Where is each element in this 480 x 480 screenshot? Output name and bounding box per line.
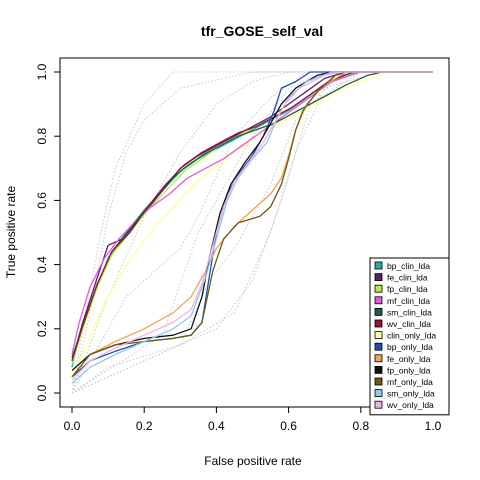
legend-label: bp_clin_lda: [387, 261, 430, 271]
x-tick-label: 0.0: [64, 419, 81, 433]
legend-label: sm_clin_lda: [387, 307, 432, 317]
y-axis-ticks: 0.0 0.2 0.4 0.6 0.8 1.0: [35, 63, 60, 401]
x-tick-label: 1.0: [425, 419, 442, 433]
series-line-wv-clin-lda: [71, 71, 433, 362]
x-tick-label: 0.6: [280, 419, 297, 433]
legend-label: mf_only_lda: [387, 377, 433, 387]
x-axis-label: False positive rate: [204, 454, 302, 468]
legend-label: fp_clin_lda: [387, 284, 428, 294]
legend-swatch: [374, 307, 383, 316]
legend-swatch: [374, 354, 383, 363]
legend-swatch: [374, 319, 383, 328]
y-axis-label: True positive rate: [4, 186, 18, 279]
series-line-fp-only-lda: [71, 71, 433, 371]
legend-swatch: [374, 273, 383, 282]
legend-swatch: [374, 377, 383, 386]
series-line-clin-only-lda: [71, 71, 433, 378]
background-curve: [71, 71, 433, 394]
legend-swatch: [374, 331, 383, 340]
legend-label: bp_only_lda: [387, 342, 433, 352]
series-line-wv-only-lda: [71, 71, 433, 381]
y-tick-label: 0.2: [35, 320, 49, 337]
legend-label: sm_only_lda: [387, 389, 435, 399]
series-line-mf-clin-lda: [71, 71, 433, 355]
legend-swatch: [374, 389, 383, 398]
series-line-fe-clin-lda: [71, 71, 433, 362]
y-tick-label: 0.4: [35, 256, 49, 273]
legend-label: wv_only_lda: [386, 400, 434, 410]
legend-swatch: [374, 400, 383, 409]
legend-label: fp_only_lda: [387, 365, 431, 375]
plot-frame: [59, 57, 450, 408]
legend-label: wv_clin_lda: [386, 319, 431, 329]
x-tick-label: 0.2: [136, 419, 153, 433]
y-tick-label: 1.0: [35, 63, 49, 80]
background-curve: [71, 71, 433, 394]
legend-swatch: [374, 365, 383, 374]
chart-title: tfr_GOSE_self_val: [201, 23, 323, 39]
x-tick-label: 0.8: [352, 419, 369, 433]
x-tick-label: 0.4: [208, 419, 225, 433]
legend-swatch: [374, 261, 383, 270]
legend-box: [369, 257, 450, 416]
series-line-sm-only-lda: [71, 71, 433, 384]
y-tick-label: 0.8: [35, 128, 49, 145]
legend-swatch: [374, 342, 383, 351]
legend-swatch: [374, 284, 383, 293]
legend-swatch: [374, 296, 383, 305]
legend-label: clin_only_lda: [387, 331, 436, 341]
background-curve: [71, 71, 433, 394]
legend-label: fe_clin_lda: [387, 273, 428, 283]
x-axis-ticks: 0.0 0.2 0.4 0.6 0.8 1.0: [64, 407, 442, 433]
legend-label: mf_clin_lda: [387, 296, 430, 306]
background-curve: [71, 71, 433, 394]
y-tick-label: 0.0: [35, 384, 49, 401]
series-lines: [71, 71, 433, 384]
background-curve: [71, 71, 433, 394]
y-tick-label: 0.6: [35, 192, 49, 209]
legend-label: fe_only_lda: [387, 354, 431, 364]
background-curve: [71, 71, 433, 394]
